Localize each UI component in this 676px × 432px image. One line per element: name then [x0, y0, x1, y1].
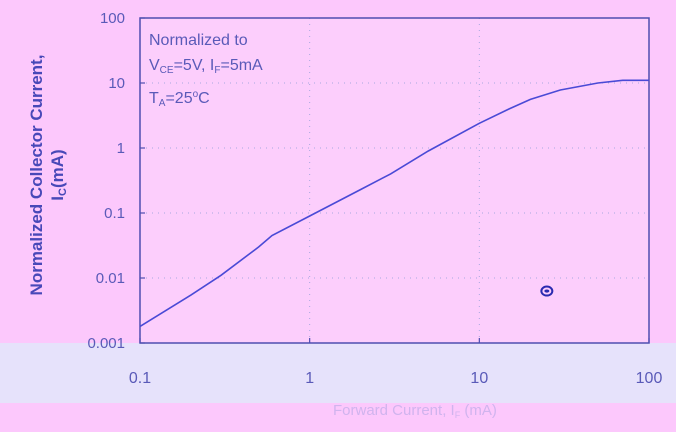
annotation-line3: TA=25oC: [149, 89, 210, 109]
axis-ticks: [139, 17, 650, 344]
tick-labels: 0.1 1 10 100 0.001 0.01 0.1 1 10 100: [87, 10, 662, 387]
plot-area: [140, 18, 649, 343]
x-tick-label: 100: [636, 370, 663, 387]
y-tick-label: 100: [100, 10, 125, 27]
x-tick-label: 10: [470, 370, 488, 387]
annotation-line2: VCE=5V, IF=5mA: [149, 57, 263, 76]
plot-frame: [139, 17, 650, 344]
series-line: [139, 79, 649, 328]
y-axis-title: Normalized Collector Current, IC(mA): [26, 55, 74, 296]
x-tick-label: 1: [305, 370, 314, 387]
marker: [540, 285, 554, 297]
y-tick-label: 1: [117, 140, 125, 157]
gridlines: [140, 18, 649, 343]
x-axis-title: Forward Current, IF (mA): [333, 402, 497, 420]
annotation-line1: Normalized to: [149, 32, 248, 49]
marker-core: [544, 289, 550, 293]
y-axis-title-line1: Normalized Collector Current,: [27, 54, 46, 296]
y-tick-label: 0.001: [87, 335, 125, 352]
y-axis-title-line2: IC(mA): [48, 149, 69, 201]
x-tick-label: 0.1: [129, 370, 151, 387]
x-axis-band: [0, 343, 676, 403]
y-tick-label: 0.1: [104, 205, 125, 222]
y-tick-label: 0.01: [96, 270, 125, 287]
marker-ring: [540, 285, 554, 297]
y-tick-label: 10: [108, 75, 125, 92]
